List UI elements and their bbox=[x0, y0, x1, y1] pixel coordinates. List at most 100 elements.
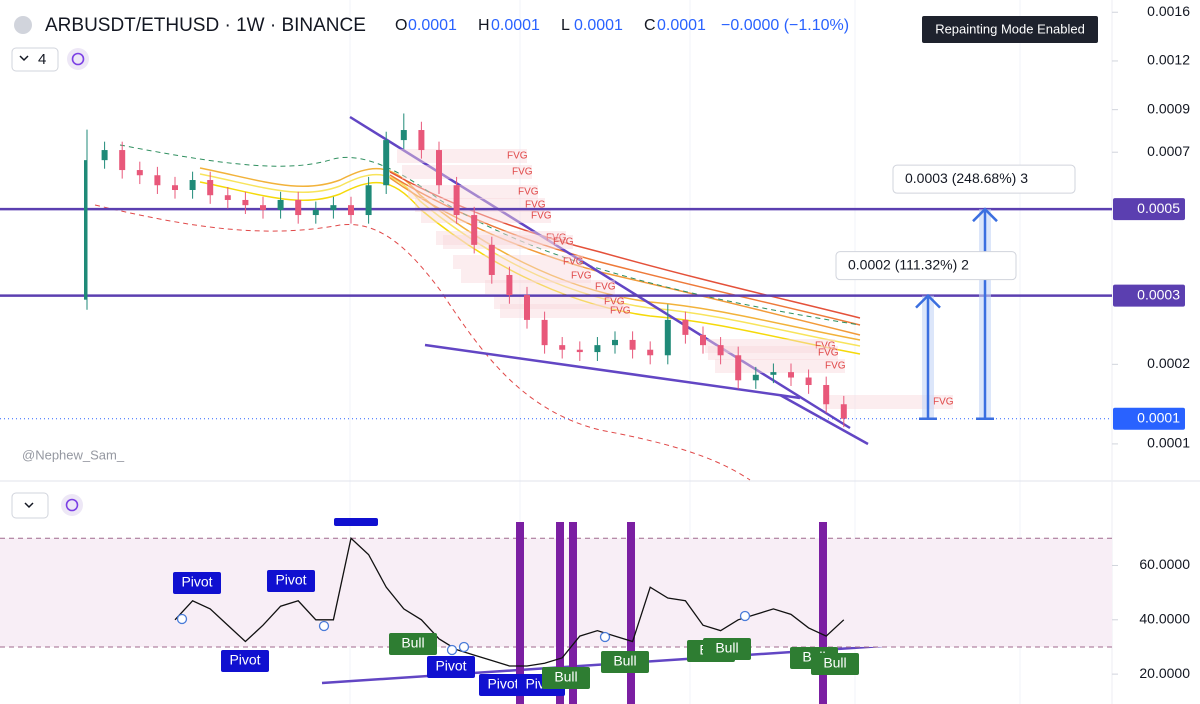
last-price-label: 0.0001 bbox=[1137, 409, 1180, 425]
y-tick-label: 0.0016 bbox=[1147, 3, 1190, 19]
candle-body bbox=[453, 185, 460, 216]
signal-label: Bull bbox=[554, 669, 577, 685]
candle-body bbox=[242, 199, 249, 206]
candle-body bbox=[735, 355, 742, 381]
trendline bbox=[779, 393, 869, 446]
signal-bar bbox=[556, 522, 564, 704]
y-tick-label: 0.0002 bbox=[1147, 355, 1190, 371]
y-tick-label: 0.0012 bbox=[1147, 52, 1190, 68]
candle-body bbox=[506, 274, 513, 296]
badge: Repainting Mode Enabled bbox=[935, 21, 1085, 36]
ribbon bbox=[389, 171, 861, 319]
candle-body bbox=[101, 150, 108, 161]
signal-tag bbox=[811, 653, 859, 675]
signal-label: Pivot bbox=[435, 658, 466, 674]
candle-body bbox=[752, 374, 759, 381]
candle-body bbox=[805, 377, 812, 386]
candle-body bbox=[612, 339, 618, 346]
hline-tag-label: 0.0003 bbox=[1137, 286, 1180, 302]
fvg-box bbox=[397, 149, 527, 163]
candle-body bbox=[700, 334, 706, 346]
y-tick-label: 20.0000 bbox=[1139, 665, 1190, 681]
ohlc-value: 0.0001 bbox=[574, 17, 623, 34]
ribbon-dashed bbox=[119, 144, 861, 326]
signal-tag bbox=[601, 651, 649, 673]
candle-body bbox=[330, 205, 337, 210]
candle-body bbox=[119, 150, 126, 171]
candle-body bbox=[471, 215, 478, 245]
fvg-label: FVG bbox=[610, 306, 631, 317]
fvg-label: FVG bbox=[818, 348, 839, 359]
signal-label: Pivot bbox=[181, 574, 212, 590]
signal-label: Pivot bbox=[229, 652, 260, 668]
hline-tag bbox=[1113, 198, 1185, 221]
ohlc-value: 0.0001 bbox=[491, 17, 540, 34]
candle-body bbox=[788, 372, 794, 378]
watermark: @Nephew_Sam_ bbox=[22, 447, 125, 462]
candle-body bbox=[277, 199, 284, 210]
fvg-label: FVG bbox=[933, 397, 954, 408]
y-tick-label: 0.0007 bbox=[1147, 143, 1190, 159]
candle-body bbox=[840, 404, 847, 419]
refresh-button[interactable] bbox=[67, 48, 89, 70]
signal-bar bbox=[516, 522, 524, 704]
signal-label: Pivot bbox=[487, 676, 518, 692]
chevron bbox=[19, 55, 29, 62]
oscillator-line bbox=[174, 537, 845, 667]
candle-body bbox=[682, 319, 689, 335]
measure-arrow bbox=[972, 207, 998, 223]
chevron bbox=[24, 502, 34, 509]
fvg-label: FVG bbox=[518, 187, 539, 198]
signal-bar bbox=[569, 522, 577, 704]
pivot-dot bbox=[599, 631, 611, 643]
candle-body bbox=[260, 205, 266, 210]
candle-body bbox=[172, 185, 178, 190]
indicator-toggle[interactable] bbox=[11, 47, 59, 72]
signal-bar bbox=[819, 522, 827, 704]
candle-body bbox=[348, 205, 354, 216]
trendline bbox=[349, 115, 851, 430]
candle-body bbox=[418, 130, 425, 151]
candle-body bbox=[436, 150, 442, 186]
measure-arrow bbox=[915, 293, 941, 309]
ribbon bbox=[199, 167, 861, 341]
ohlc-key: H bbox=[478, 17, 490, 34]
fvg-label: FVG bbox=[595, 282, 616, 293]
symbol-title: ARBUSDT/ETHUSD · 1W · BINANCE bbox=[45, 15, 366, 36]
fvg-box bbox=[705, 339, 835, 353]
fvg-box bbox=[715, 359, 845, 373]
fvg-box bbox=[402, 165, 532, 179]
signal-label: Bull bbox=[715, 640, 738, 656]
candle-body bbox=[647, 349, 654, 356]
fvg-box bbox=[436, 231, 566, 245]
signal-tag bbox=[427, 656, 475, 678]
fvg-label: FVG bbox=[546, 233, 567, 244]
candle-body bbox=[383, 140, 390, 186]
pivot-dot bbox=[739, 610, 751, 622]
candle-body bbox=[717, 345, 724, 356]
candle-body bbox=[207, 180, 214, 196]
indicator-count: 4 bbox=[38, 51, 46, 68]
trendline bbox=[424, 343, 801, 400]
signal-label: Pivot bbox=[275, 572, 306, 588]
ohlc-key: C bbox=[644, 17, 656, 34]
candle-body bbox=[559, 345, 566, 350]
symbol-icon bbox=[14, 16, 32, 34]
fvg-box bbox=[485, 280, 615, 294]
refresh-button[interactable] bbox=[61, 494, 83, 516]
signal-tag bbox=[389, 633, 437, 655]
candle-body bbox=[136, 170, 143, 176]
signal-label: Bull bbox=[613, 653, 636, 669]
candle-body bbox=[400, 130, 407, 141]
fvg-label: FVG bbox=[553, 237, 574, 248]
fvg-label: FVG bbox=[571, 271, 592, 282]
signal-tag bbox=[703, 638, 751, 660]
fvg-box bbox=[453, 255, 583, 269]
candle-body bbox=[84, 160, 87, 300]
candle-body bbox=[629, 339, 636, 350]
candle-body bbox=[576, 349, 583, 353]
fvg-box bbox=[823, 395, 953, 409]
signal-tag bbox=[479, 674, 527, 696]
